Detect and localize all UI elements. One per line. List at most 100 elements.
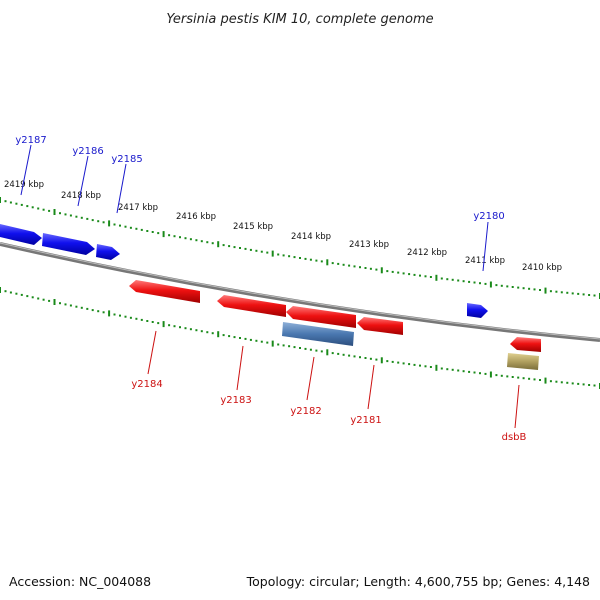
gene-block-olive[interactable] (507, 353, 539, 370)
minor-tick (413, 363, 416, 366)
minor-tick (309, 348, 312, 351)
minor-tick (124, 225, 127, 228)
major-tick (435, 274, 438, 281)
minor-tick (451, 368, 454, 371)
minor-tick (293, 256, 296, 259)
gene-arrow-y2181[interactable] (357, 317, 403, 335)
minor-tick (348, 354, 351, 357)
major-tick (162, 321, 165, 328)
minor-tick (266, 341, 269, 344)
minor-tick (20, 203, 23, 206)
minor-tick (337, 352, 340, 355)
minor-tick (129, 316, 132, 319)
minor-tick (364, 267, 367, 269)
minor-tick (255, 249, 258, 252)
minor-tick (408, 363, 411, 366)
gene-arrow-dsbB[interactable] (510, 337, 541, 352)
gene-label-dsbB[interactable]: dsbB (502, 432, 527, 443)
minor-tick (184, 237, 187, 240)
minor-tick (517, 376, 520, 379)
minor-tick (173, 325, 176, 328)
genome-summary-text: Topology: circular; Length: 4,600,755 bp… (246, 574, 590, 589)
scale-label: 2419 kbp (4, 180, 44, 190)
minor-tick (91, 219, 94, 222)
minor-tick (48, 299, 51, 302)
major-tick (271, 250, 274, 257)
major-tick (489, 281, 492, 288)
minor-tick (233, 246, 236, 249)
minor-tick (189, 328, 192, 331)
minor-tick (179, 326, 181, 329)
major-tick (326, 259, 329, 266)
gene-label-y2181[interactable]: y2181 (350, 415, 381, 426)
leader-line (482, 221, 489, 272)
minor-tick (228, 245, 231, 248)
minor-tick (539, 379, 541, 381)
scale-label: 2413 kbp (349, 240, 389, 250)
minor-tick (282, 254, 285, 257)
minor-tick (9, 291, 12, 294)
minor-tick (473, 281, 476, 284)
gene-arrow-y2183[interactable] (217, 295, 286, 317)
minor-tick (59, 302, 61, 305)
gene-label-y2183[interactable]: y2183 (220, 395, 251, 406)
minor-tick (369, 357, 372, 360)
minor-tick (222, 244, 225, 247)
gene-label-y2180[interactable]: y2180 (473, 211, 504, 222)
minor-tick (228, 335, 231, 338)
gene-block-steel[interactable] (282, 322, 354, 346)
minor-tick (146, 320, 149, 322)
minor-tick (20, 293, 23, 296)
minor-tick (484, 372, 487, 375)
minor-tick (288, 255, 291, 258)
minor-tick (457, 369, 460, 372)
reverse-genes (129, 280, 541, 370)
scale-label: 2418 kbp (61, 191, 101, 201)
gene-label-y2186[interactable]: y2186 (72, 146, 103, 157)
minor-tick (151, 321, 154, 323)
scale-label: 2416 kbp (176, 212, 216, 222)
gene-arrow-y2182[interactable] (286, 306, 356, 328)
gene-arrow-y2187[interactable] (0, 224, 42, 245)
minor-tick (533, 288, 536, 291)
minor-tick (59, 212, 61, 215)
gene-label-y2187[interactable]: y2187 (15, 135, 46, 146)
scale-ticks-bottom (0, 287, 600, 389)
minor-tick (239, 247, 241, 249)
minor-tick (364, 357, 367, 359)
minor-tick (233, 336, 236, 339)
minor-tick (206, 241, 209, 244)
minor-tick (277, 343, 280, 346)
minor-tick (500, 374, 503, 377)
scale-label: 2412 kbp (407, 248, 447, 258)
minor-tick (75, 305, 78, 308)
gene-arrow-y2186[interactable] (42, 233, 95, 255)
minor-tick (168, 234, 171, 237)
minor-tick (386, 360, 389, 363)
gene-label-y2185[interactable]: y2185 (111, 154, 142, 165)
minor-tick (9, 201, 12, 204)
gene-arrow-y2180[interactable] (467, 303, 488, 318)
minor-tick (151, 231, 154, 233)
minor-tick (129, 226, 132, 229)
minor-tick (424, 275, 427, 278)
minor-tick (402, 272, 405, 275)
minor-tick (549, 380, 552, 383)
gene-label-y2184[interactable]: y2184 (131, 379, 162, 390)
gene-arrow-y2185[interactable] (96, 244, 120, 260)
gene-label-y2182[interactable]: y2182 (290, 406, 321, 417)
scale-label: 2417 kbp (118, 203, 158, 213)
major-tick (489, 371, 492, 378)
gene-arrow-y2184[interactable] (129, 280, 200, 303)
minor-tick (173, 235, 176, 238)
minor-tick (91, 309, 94, 312)
genome-backbone (0, 242, 600, 342)
minor-tick (348, 264, 351, 267)
minor-tick (506, 285, 509, 288)
major-tick (544, 377, 547, 384)
minor-tick (200, 330, 203, 333)
minor-tick (320, 260, 323, 263)
minor-tick (249, 338, 252, 341)
minor-tick (4, 290, 7, 293)
scale-labels: 2419 kbp 2418 kbp 2417 kbp 2416 kbp 2415… (4, 180, 562, 273)
